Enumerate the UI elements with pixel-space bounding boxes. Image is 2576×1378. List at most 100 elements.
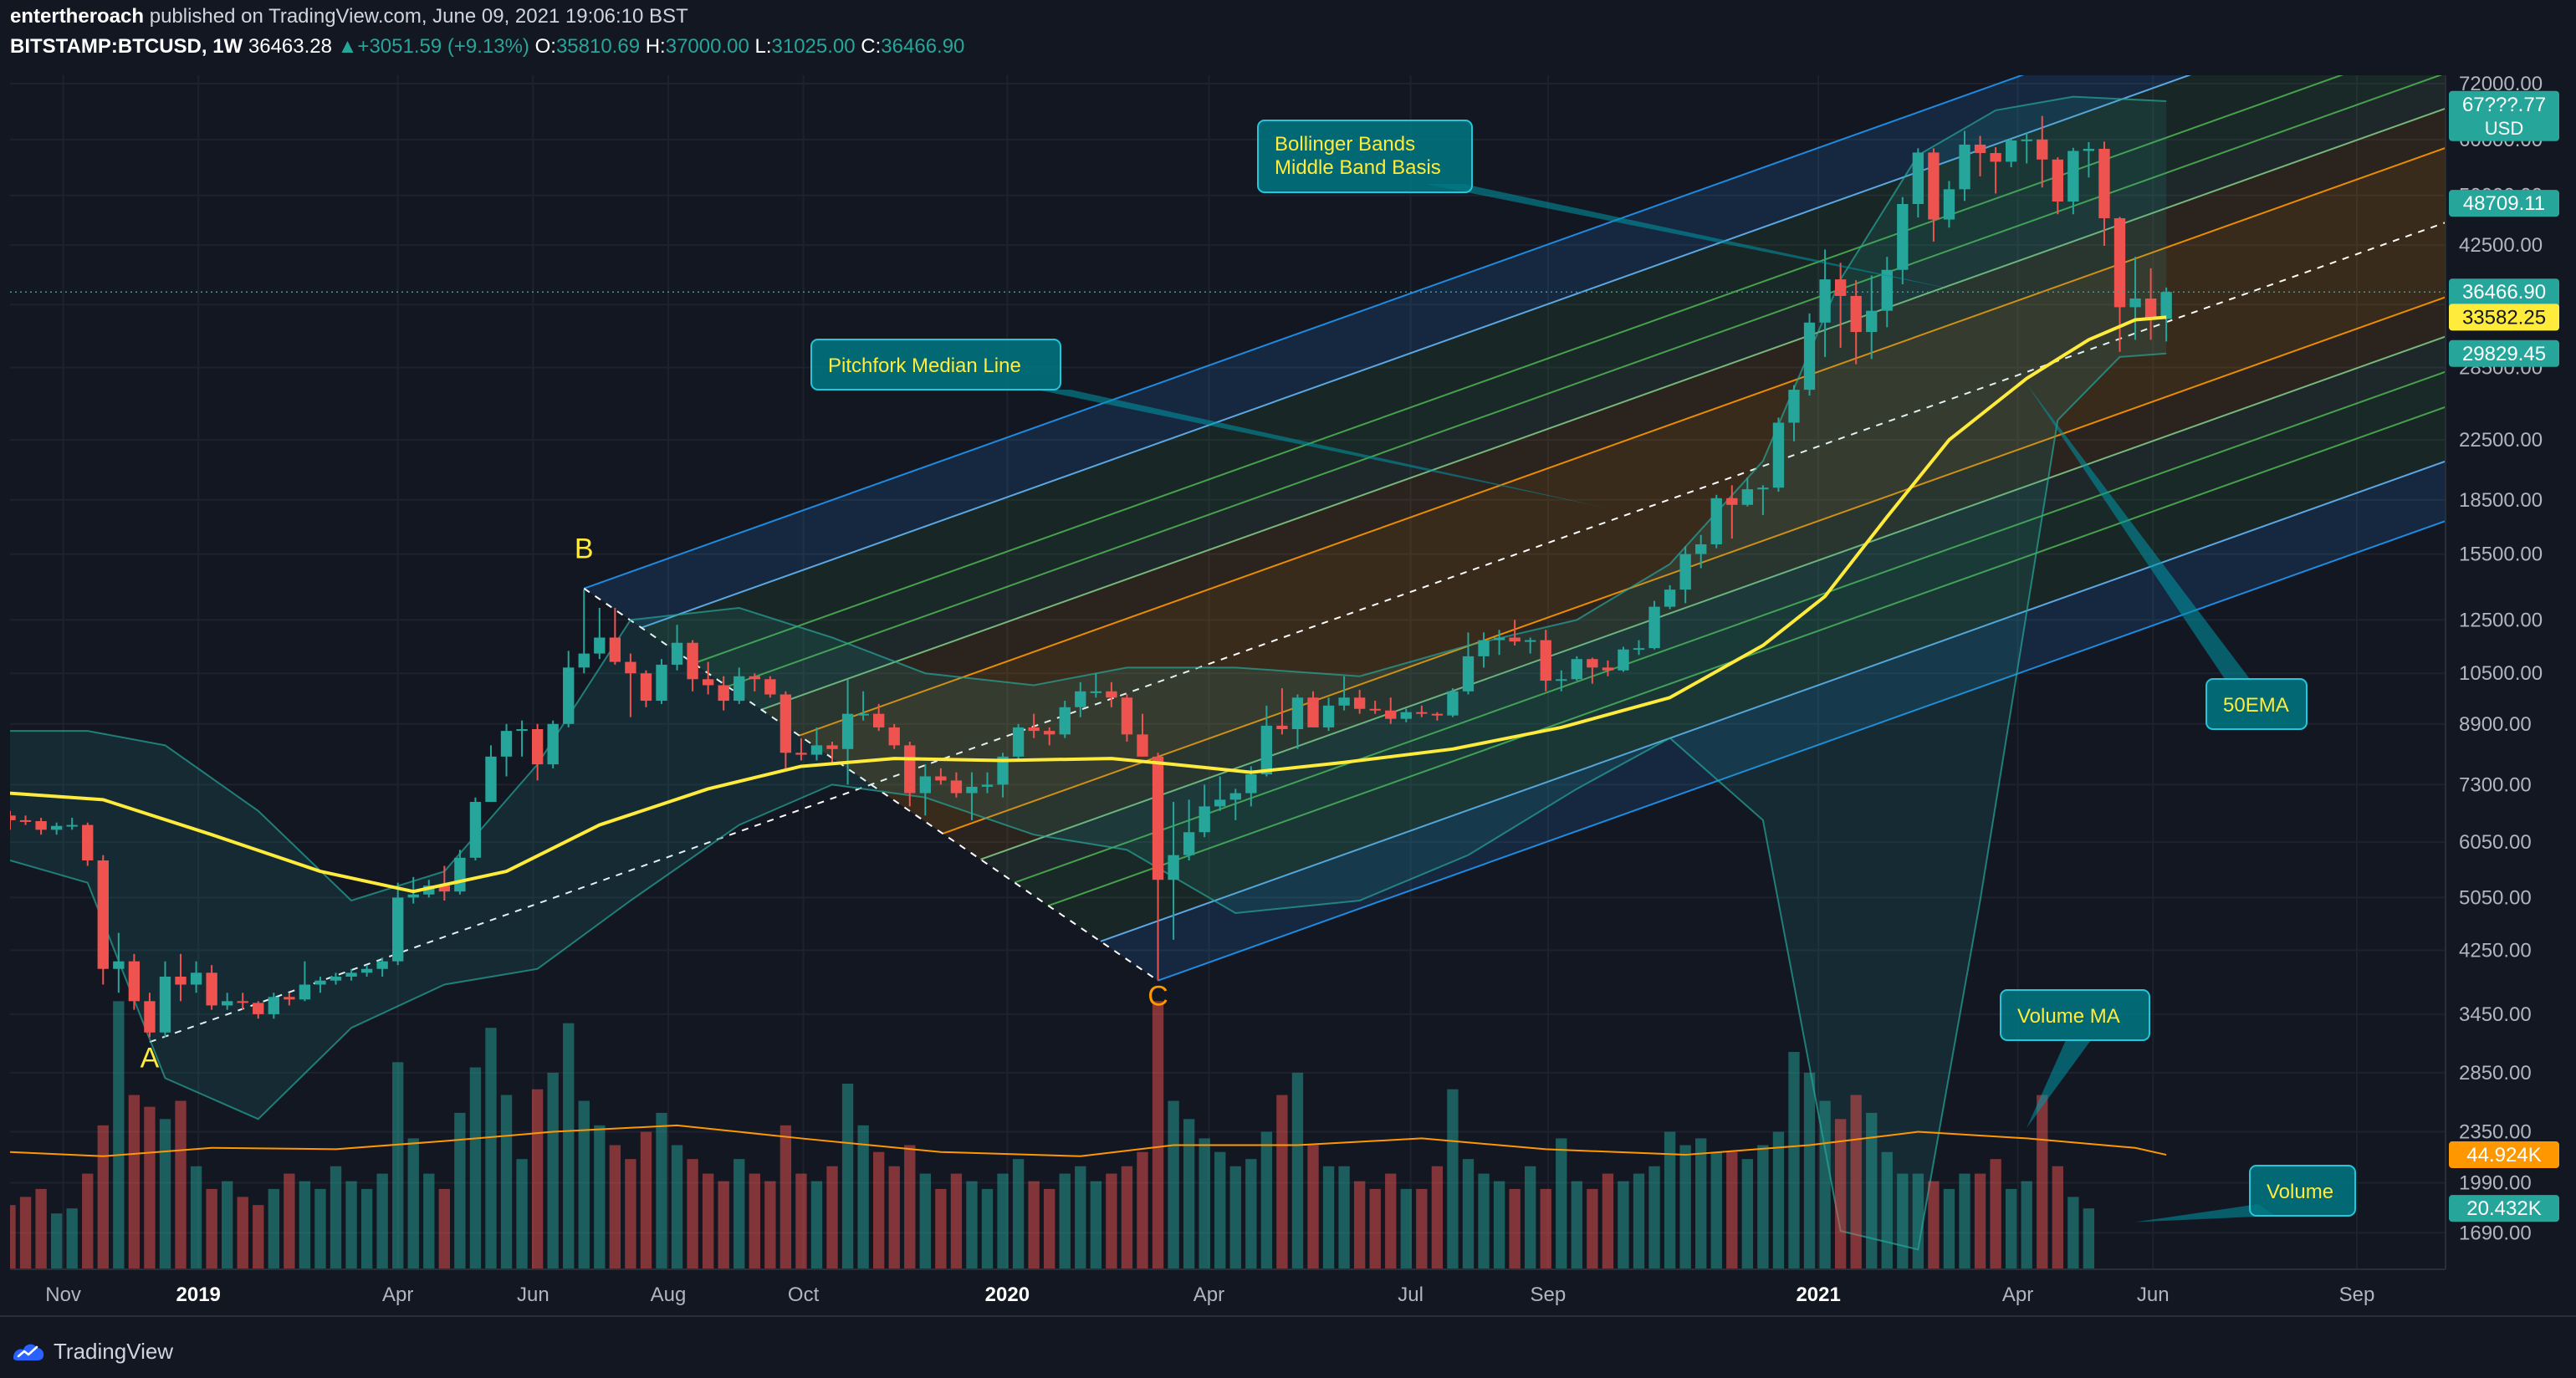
candle-body[interactable] bbox=[128, 961, 141, 1002]
candle-body[interactable] bbox=[640, 673, 652, 702]
candle-body[interactable] bbox=[1819, 279, 1831, 323]
candle-body[interactable] bbox=[206, 972, 217, 1006]
candle-body[interactable] bbox=[919, 776, 931, 794]
candle-body[interactable] bbox=[1028, 727, 1040, 732]
price-axis[interactable]: 1690.00 1990.00 2350.00 2850.00 3450.00 4250.… bbox=[2445, 73, 2559, 1269]
candle-body[interactable] bbox=[1416, 712, 1428, 714]
candle-body[interactable] bbox=[1803, 322, 1816, 390]
candle-body[interactable] bbox=[253, 1003, 264, 1014]
candle-body[interactable] bbox=[2113, 217, 2126, 308]
candle-body[interactable] bbox=[454, 857, 466, 892]
candle-body[interactable] bbox=[950, 780, 963, 794]
candle-body[interactable] bbox=[1990, 153, 2001, 162]
candle-body[interactable] bbox=[1726, 498, 1738, 505]
candle-body[interactable] bbox=[284, 997, 295, 1000]
candle-body[interactable] bbox=[392, 897, 404, 962]
candle-body[interactable] bbox=[764, 679, 776, 695]
candle-body[interactable] bbox=[1090, 691, 1102, 693]
candle-body[interactable] bbox=[1834, 279, 1847, 296]
time-axis[interactable]: Nov 2019 Apr Jun Aug Oct 2020 Apr Jul Sep 2021 Apr J… bbox=[0, 1268, 2576, 1317]
pitchfork-callout-box[interactable] bbox=[810, 339, 1061, 390]
candle-body[interactable] bbox=[981, 784, 994, 787]
candle-body[interactable] bbox=[438, 885, 451, 892]
candle-body[interactable] bbox=[578, 653, 590, 668]
candle-body[interactable] bbox=[702, 679, 714, 686]
candle-body[interactable] bbox=[997, 756, 1009, 785]
candle-body[interactable] bbox=[1710, 498, 1722, 544]
candle-body[interactable] bbox=[19, 819, 32, 822]
candle-body[interactable] bbox=[1400, 712, 1412, 719]
author-name[interactable]: entertheroach bbox=[10, 5, 145, 28]
candle-body[interactable] bbox=[857, 713, 869, 716]
candle-body[interactable] bbox=[66, 824, 78, 827]
candle-body[interactable] bbox=[113, 961, 125, 969]
candle-body[interactable] bbox=[1431, 713, 1444, 716]
candle-body[interactable] bbox=[718, 685, 729, 702]
candle-body[interactable] bbox=[376, 961, 388, 969]
candle-body[interactable] bbox=[360, 968, 373, 973]
candle-body[interactable] bbox=[221, 1001, 233, 1006]
candle-body[interactable] bbox=[2129, 298, 2141, 308]
candle-body[interactable] bbox=[1959, 144, 1970, 190]
candle-body[interactable] bbox=[159, 977, 171, 1033]
candle-body[interactable] bbox=[190, 972, 202, 985]
candle-body[interactable] bbox=[516, 729, 528, 732]
candle-body[interactable] bbox=[35, 821, 47, 830]
candle-body[interactable] bbox=[1369, 708, 1381, 711]
candle-body[interactable] bbox=[1556, 679, 1567, 681]
candle-body[interactable] bbox=[423, 885, 435, 895]
candle-body[interactable] bbox=[1866, 310, 1878, 333]
candle-body[interactable] bbox=[97, 860, 109, 969]
candle-body[interactable] bbox=[500, 731, 513, 757]
candle-body[interactable] bbox=[687, 642, 698, 680]
candle-body[interactable] bbox=[314, 980, 326, 985]
candle-body[interactable] bbox=[1338, 697, 1350, 706]
candle-body[interactable] bbox=[1587, 659, 1598, 668]
candle-body[interactable] bbox=[1928, 152, 1940, 220]
candle-body[interactable] bbox=[563, 667, 575, 724]
candle-body[interactable] bbox=[1633, 648, 1645, 651]
volume-callout-box[interactable] bbox=[2249, 1165, 2356, 1217]
candle-body[interactable] bbox=[407, 894, 419, 898]
candle-body[interactable] bbox=[1012, 727, 1025, 757]
candle-body[interactable] bbox=[531, 729, 544, 765]
candle-body[interactable] bbox=[2160, 292, 2172, 319]
candle-body[interactable] bbox=[1943, 189, 1955, 220]
candle-body[interactable] bbox=[268, 997, 279, 1014]
candle-body[interactable] bbox=[810, 745, 823, 755]
ema-callout-box[interactable] bbox=[2205, 678, 2308, 730]
candle-body[interactable] bbox=[671, 642, 683, 665]
candle-body[interactable] bbox=[1260, 725, 1273, 775]
candle-body[interactable] bbox=[345, 972, 357, 977]
candle-body[interactable] bbox=[2052, 159, 2063, 202]
candles[interactable] bbox=[4, 115, 2172, 1038]
candle-body[interactable] bbox=[935, 776, 947, 781]
candle-body[interactable] bbox=[841, 713, 854, 749]
candle-body[interactable] bbox=[2083, 148, 2095, 151]
candle-body[interactable] bbox=[625, 661, 636, 674]
candle-body[interactable] bbox=[1772, 422, 1785, 488]
candle-body[interactable] bbox=[1385, 710, 1397, 719]
candle-body[interactable] bbox=[1571, 659, 1583, 680]
candle-body[interactable] bbox=[1307, 697, 1319, 727]
candle-body[interactable] bbox=[609, 637, 621, 662]
candle-body[interactable] bbox=[1152, 756, 1164, 880]
symbol-interval[interactable]: BITSTAMP:BTCUSD, 1W bbox=[10, 35, 243, 58]
bollinger-callout-box[interactable] bbox=[1257, 120, 1473, 193]
candle-body[interactable] bbox=[2037, 139, 2048, 160]
candle-body[interactable] bbox=[1137, 734, 1148, 757]
candle-body[interactable] bbox=[1183, 832, 1195, 855]
candle-body[interactable] bbox=[1478, 640, 1490, 656]
candle-body[interactable] bbox=[330, 977, 342, 981]
candle-body[interactable] bbox=[1850, 295, 1862, 333]
candle-body[interactable] bbox=[1059, 707, 1071, 735]
candle-body[interactable] bbox=[1741, 489, 1754, 505]
candle-body[interactable] bbox=[1322, 705, 1335, 727]
candle-body[interactable] bbox=[2144, 298, 2157, 319]
footer-brand[interactable]: TradingView bbox=[12, 1335, 173, 1368]
candle-body[interactable] bbox=[1229, 793, 1241, 800]
candle-body[interactable] bbox=[299, 984, 311, 1000]
candle-body[interactable] bbox=[1245, 774, 1257, 794]
candle-body[interactable] bbox=[1291, 697, 1304, 730]
candle-body[interactable] bbox=[82, 824, 94, 861]
